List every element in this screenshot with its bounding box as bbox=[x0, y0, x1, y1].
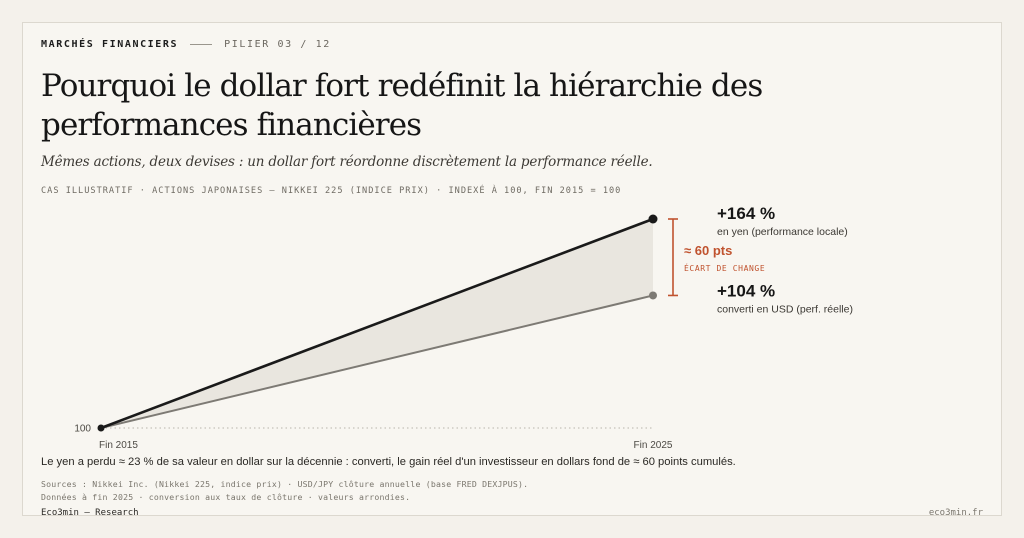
site-url: eco3min.fr bbox=[928, 508, 983, 518]
end-value-label: +104 % bbox=[717, 281, 775, 300]
end-point-usd bbox=[649, 291, 657, 300]
chart-card: MARCHÉS FINANCIERS PILIER 03 / 12 Pourqu… bbox=[22, 22, 1002, 518]
x-tick-label: Fin 2025 bbox=[634, 440, 673, 451]
y-tick-label: 100 bbox=[74, 424, 91, 435]
gap-note-label: ÉCART DE CHANGE bbox=[684, 262, 765, 273]
subtitle: Mêmes actions, deux devises : un dollar … bbox=[41, 154, 653, 170]
start-point bbox=[97, 424, 105, 432]
page-title: Pourquoi le dollar fort redéfinit la hié… bbox=[41, 68, 763, 143]
pillar-label: PILIER 03 / 12 bbox=[224, 39, 331, 50]
sources: Sources : Nikkei Inc. (Nikkei 225, indic… bbox=[41, 478, 528, 504]
end-value-label: +164 % bbox=[717, 204, 775, 223]
case-line: CAS ILLUSTRATIF · ACTIONS JAPONAISES — N… bbox=[41, 186, 622, 196]
takeaway-text: Le yen a perdu ≈ 23 % de sa valeur en do… bbox=[41, 456, 736, 468]
gap-value-label: ≈ 60 pts bbox=[684, 243, 732, 258]
source-line: Données à fin 2025 · conversion aux taux… bbox=[41, 492, 411, 502]
section-label: MARCHÉS FINANCIERS bbox=[41, 39, 179, 50]
end-point-yen bbox=[648, 214, 658, 224]
series-line-usd bbox=[100, 294, 654, 429]
x-tick-label: Fin 2015 bbox=[99, 440, 138, 451]
kicker-divider bbox=[190, 44, 213, 45]
end-note-label: converti en USD (perf. réelle) bbox=[717, 303, 853, 315]
end-note-label: en yen (performance locale) bbox=[717, 226, 848, 238]
source-line: Sources : Nikkei Inc. (Nikkei 225, indic… bbox=[41, 479, 529, 489]
line-chart: 100 Fin 2015 Fin 2025 ≈ 60 pts ÉCART DE CHAN… bbox=[74, 204, 853, 451]
series-line-yen bbox=[100, 217, 654, 430]
kicker: MARCHÉS FINANCIERS PILIER 03 / 12 bbox=[41, 39, 331, 50]
brand-footer: Eco3min — Research bbox=[41, 508, 139, 518]
